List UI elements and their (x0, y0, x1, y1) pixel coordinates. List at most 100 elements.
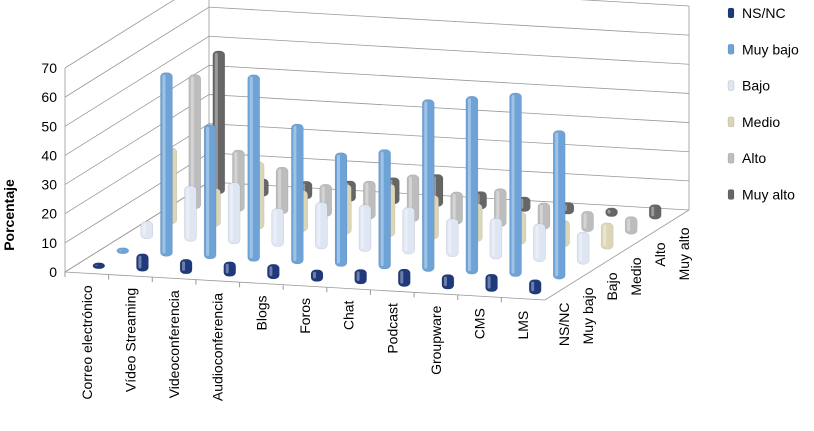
legend: NS/NC Muy bajo Bajo Medio Alto Muy alto (727, 5, 799, 203)
bar (422, 99, 435, 272)
bar-highlight (225, 263, 229, 274)
legend-label: Muy alto (742, 187, 795, 203)
bar-highlight (535, 225, 539, 259)
bar-ns-nc (485, 273, 498, 292)
y-tick-label: 10 (41, 235, 57, 251)
bar (334, 152, 348, 267)
bar (446, 218, 459, 257)
bar (291, 123, 304, 265)
bar (223, 261, 236, 277)
bar (140, 220, 154, 240)
bar (465, 96, 479, 275)
depth-tick-label: NS/NC (556, 303, 572, 347)
bar (116, 247, 130, 255)
bar-muy-bajo (247, 74, 260, 262)
bar-highlight (583, 213, 587, 229)
legend-swatch (727, 116, 735, 128)
bar (267, 264, 280, 280)
y-tick-label: 20 (41, 206, 57, 222)
axes: 0 10 20 30 40 50 60 70 Correo electrónico Vídeo S… (41, 60, 692, 401)
legend-label: NS/NC (742, 5, 786, 21)
bar (648, 204, 662, 220)
bar-muy-bajo (422, 99, 435, 272)
bar (247, 74, 260, 262)
bar-highlight (487, 276, 491, 289)
x-tick-label: Chat (341, 300, 357, 330)
bar-highlight (496, 190, 500, 224)
bar-highlight (579, 234, 583, 262)
legend-label: Alto (742, 150, 766, 166)
gridlines (64, 0, 690, 301)
legend-label: Medio (742, 114, 780, 130)
legend-swatch (727, 80, 735, 91)
bar-bajo (402, 207, 415, 255)
bar (179, 258, 193, 275)
bar (537, 202, 551, 230)
legend-label: Muy bajo (742, 41, 799, 57)
gridline (64, 6, 690, 98)
bar-highlight (142, 223, 146, 236)
bar-highlight (627, 218, 631, 232)
gridline (64, 35, 690, 127)
bar (441, 274, 455, 290)
bar-highlight (313, 271, 316, 279)
gridline (64, 65, 690, 156)
bar-highlight (230, 184, 234, 241)
bar-highlight (603, 224, 607, 247)
bar-muy-bajo (116, 247, 130, 255)
bar-bajo (227, 182, 241, 245)
x-tick-label: Podcast (384, 303, 400, 354)
bar-muy-bajo (509, 92, 522, 277)
bar (450, 191, 463, 225)
bar (227, 182, 241, 245)
bar-highlight (249, 76, 253, 259)
bar-highlight (491, 220, 495, 257)
gridline (64, 123, 690, 215)
bar-highlight (452, 193, 456, 222)
bar-highlight (380, 151, 384, 267)
gridline (64, 152, 690, 244)
bar-highlight (273, 210, 277, 244)
x-tick-label: Vídeo Streaming (122, 288, 138, 392)
y-tick-label: 70 (41, 60, 57, 76)
bar-ns-nc (528, 279, 542, 295)
x-tick-label: Foros (297, 298, 313, 334)
x-tick-label: Correo electrónico (79, 285, 95, 400)
bar (552, 130, 566, 280)
bar (509, 92, 522, 277)
bar (624, 216, 638, 235)
y-tick-label: 0 (49, 264, 57, 280)
bar-highlight (607, 209, 611, 214)
axis-line (544, 209, 690, 301)
legend-swatch (727, 189, 735, 200)
bar (402, 207, 415, 255)
bar (203, 124, 217, 260)
bar-highlight (317, 204, 321, 246)
bar-ns-nc (179, 258, 193, 275)
bar-highlight (424, 101, 428, 269)
bar-highlight (182, 261, 186, 271)
bar (528, 279, 542, 295)
bar-muy-bajo (160, 72, 173, 257)
bar (188, 74, 202, 210)
bar (485, 273, 498, 292)
bar-highlight (651, 206, 655, 217)
depth-tick-label: Medio (628, 257, 644, 295)
bar-bajo (184, 185, 197, 242)
bar-highlight (206, 126, 210, 256)
bar-highlight (539, 204, 543, 227)
bar-highlight (293, 125, 297, 261)
legend-swatch (727, 152, 735, 164)
bar (184, 185, 197, 242)
y-tick-label: 50 (41, 118, 57, 134)
bar-highlight (531, 281, 535, 292)
gridline (64, 181, 690, 273)
x-tick-label: CMS (472, 308, 488, 339)
bar (275, 166, 289, 215)
bar-muy-bajo (334, 152, 348, 267)
bar-bajo (533, 223, 546, 262)
bar (576, 231, 590, 265)
bar-highlight (94, 264, 98, 266)
gridline (64, 0, 690, 69)
